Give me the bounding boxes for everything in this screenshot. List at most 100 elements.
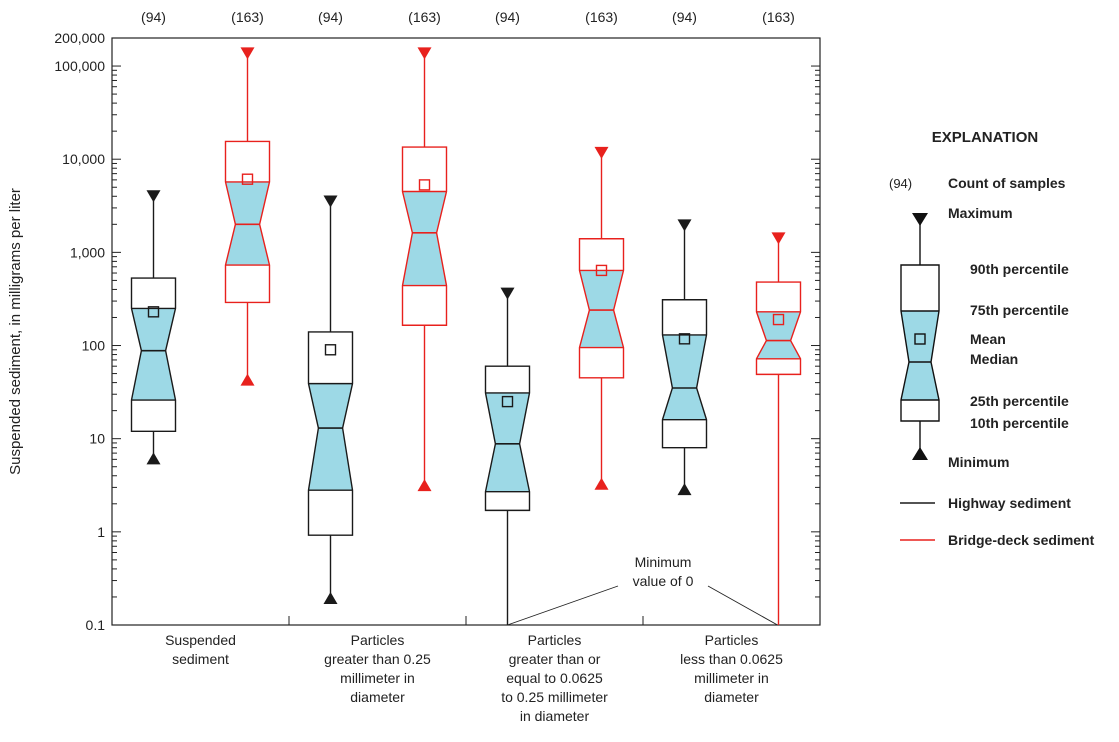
legend-p75-label: 75th percentile [970, 302, 1069, 318]
legend-box-outline [900, 264, 940, 422]
iqr-fill [579, 270, 624, 348]
plot-frame [111, 37, 821, 626]
box-outline [484, 365, 531, 512]
annotation-leader [707, 585, 778, 626]
box-bridge-deck-sediment-3 [578, 146, 625, 490]
box-highway-sediment-4 [661, 219, 708, 496]
mean-marker [595, 264, 608, 277]
legend-title: EXPLANATION [932, 129, 1038, 146]
max-marker [500, 287, 515, 300]
y-tick-label: 100 [82, 338, 106, 354]
min-marker [594, 477, 609, 490]
legend-highway-label: Highway sediment [948, 495, 1071, 511]
explanation-legend: EXPLANATION (94) Count of samples Maximu… [889, 129, 1095, 548]
count-label: (94) [672, 9, 697, 25]
max-marker [417, 47, 432, 60]
x-category-label: millimeter in [340, 670, 415, 686]
mean-marker [772, 313, 785, 326]
iqr-fill [131, 308, 176, 401]
mean-marker [501, 395, 514, 408]
legend-count-label: Count of samples [948, 175, 1066, 191]
iqr-fill [308, 383, 353, 491]
legend-minimum-label: Minimum [948, 454, 1009, 470]
x-category-label: diameter [704, 689, 759, 705]
box-outline [307, 331, 354, 536]
x-category-label: sediment [172, 651, 229, 667]
min-marker [677, 483, 692, 496]
box-outline [661, 299, 708, 449]
mean-marker [324, 344, 337, 356]
legend-iqr-fill [901, 311, 939, 400]
legend-bridge-label: Bridge-deck sediment [948, 532, 1095, 548]
x-category-label: Particles [528, 632, 582, 648]
count-label: (163) [762, 9, 795, 25]
box-bridge-deck-sediment-2 [401, 47, 448, 492]
max-marker [323, 195, 338, 208]
x-category-label: diameter [350, 689, 405, 705]
min-marker [146, 452, 161, 465]
box-bridge-deck-sediment-1 [224, 47, 271, 386]
legend-count-example: (94) [889, 176, 912, 191]
legend-p10-label: 10th percentile [970, 415, 1069, 431]
max-marker [771, 232, 786, 245]
annotation-leader [507, 585, 619, 626]
y-tick-label: 200,000 [54, 30, 105, 46]
mean-marker [678, 333, 691, 345]
max-marker [677, 219, 692, 232]
box-highway-sediment-2 [307, 195, 354, 605]
y-tick-label: 1,000 [70, 244, 105, 260]
max-marker [594, 146, 609, 159]
plot-area: 0.1 1 10 100 1,000 10,000 100,000 200,000 Suspen… [7, 9, 821, 724]
box-highway-sediment-1 [130, 190, 177, 465]
legend-mean-marker [914, 333, 926, 345]
count-label: (94) [495, 9, 520, 25]
count-label: (94) [141, 9, 166, 25]
x-category-label: Suspended [165, 632, 236, 648]
y-tick-label: 100,000 [54, 58, 105, 74]
x-category-label: greater than 0.25 [324, 651, 431, 667]
legend-maximum-label: Maximum [948, 205, 1013, 221]
box-outline [401, 146, 448, 326]
legend-mean-label: Mean [970, 331, 1006, 347]
mean-marker [241, 173, 254, 185]
box-outline [755, 281, 802, 376]
max-marker [240, 47, 255, 60]
iqr-fill [485, 392, 530, 492]
box-outline [130, 277, 177, 433]
annotation-line1: Minimum [635, 554, 692, 570]
min-marker [323, 592, 338, 605]
min-marker [417, 479, 432, 492]
box-outline [224, 140, 271, 304]
x-category-label: less than 0.0625 [680, 651, 783, 667]
x-category-label: Particles [351, 632, 405, 648]
legend-p90-label: 90th percentile [970, 261, 1069, 277]
x-category-label: Particles [705, 632, 759, 648]
box-outline [578, 238, 625, 379]
iqr-fill [662, 334, 707, 420]
x-category-label: to 0.25 millimeter [501, 689, 608, 705]
y-tick-label: 1 [97, 524, 105, 540]
mean-marker [147, 306, 160, 318]
y-axis-label: Suspended sediment, in milligrams per li… [7, 188, 24, 475]
x-category-label: greater than or [509, 651, 601, 667]
legend-min-marker [912, 447, 928, 460]
x-category-label: millimeter in [694, 670, 769, 686]
legend-p25-label: 25th percentile [970, 393, 1069, 409]
legend-max-marker [912, 213, 928, 226]
legend-median-label: Median [970, 351, 1018, 367]
box-highway-sediment-3 [484, 287, 531, 625]
mean-marker [418, 179, 431, 191]
iqr-fill [402, 191, 447, 286]
max-marker [146, 190, 161, 203]
y-tick-label: 0.1 [86, 617, 106, 633]
count-label: (163) [231, 9, 264, 25]
count-label: (163) [408, 9, 441, 25]
x-category-label: in diameter [520, 708, 590, 724]
iqr-fill [756, 311, 801, 359]
annotation-line2: value of 0 [633, 573, 694, 589]
box-bridge-deck-sediment-4 [755, 232, 802, 625]
count-label: (94) [318, 9, 343, 25]
x-category-label: equal to 0.0625 [506, 670, 603, 686]
min-marker [240, 373, 255, 386]
